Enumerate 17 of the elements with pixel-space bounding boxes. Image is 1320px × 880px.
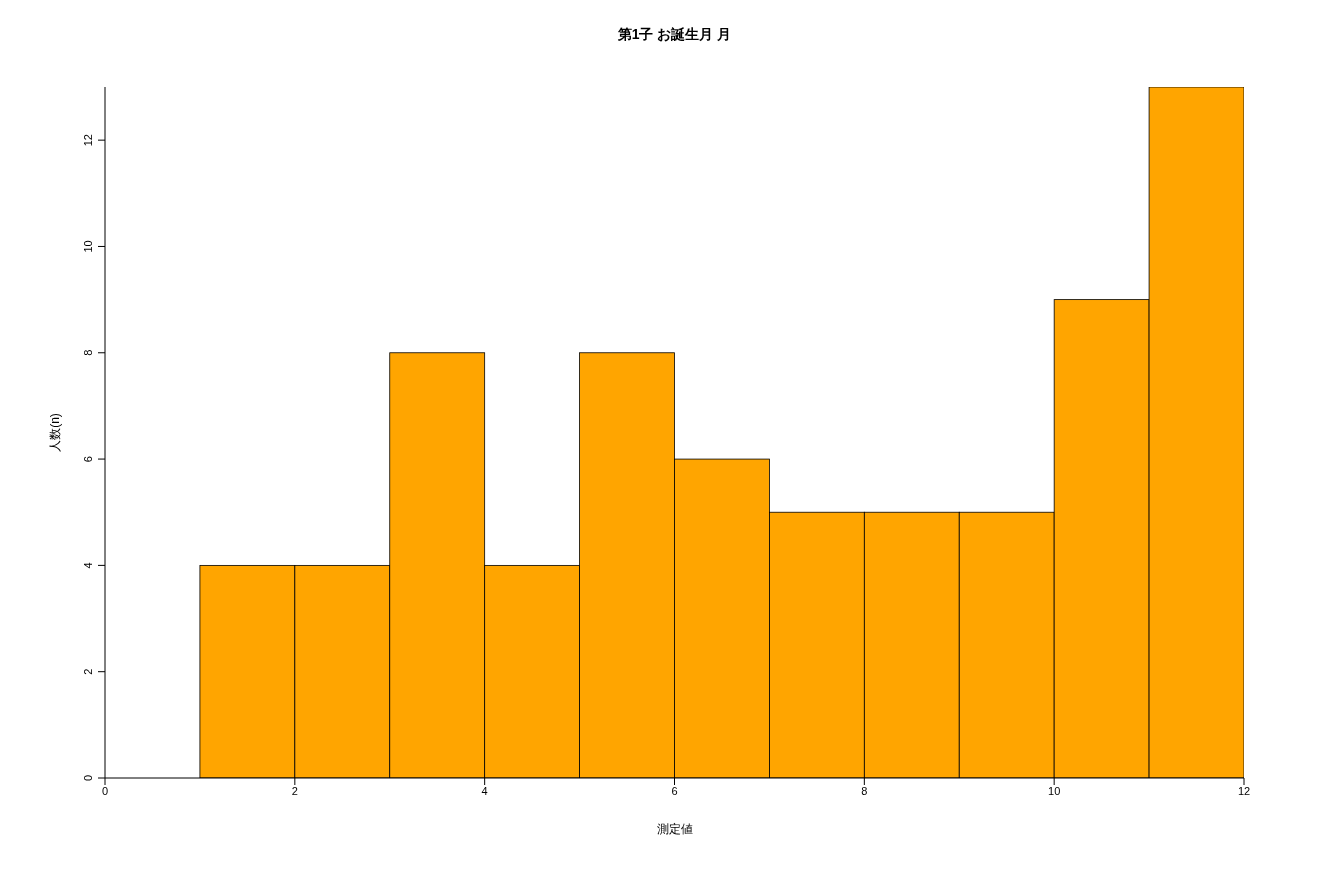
y-axis-title: 人数(n): [48, 413, 63, 452]
x-tick-label: 6: [671, 784, 678, 797]
y-tick-label: 4: [82, 562, 94, 569]
y-tick-label: 2: [82, 668, 94, 675]
x-tick-label: 2: [291, 784, 298, 797]
x-tick-label: 4: [481, 784, 488, 797]
y-tick-label: 10: [82, 240, 94, 253]
y-tick-label: 8: [82, 349, 94, 356]
chart-title: 第1子 お誕生月 月: [616, 26, 733, 44]
x-tick-label: 10: [1048, 784, 1061, 797]
y-tick-label: 12: [82, 134, 94, 147]
y-tick-label: 6: [82, 456, 94, 463]
x-tick-label: 8: [861, 784, 868, 797]
x-axis-title: 測定値: [656, 822, 693, 836]
x-tick-label: 0: [101, 784, 109, 797]
x-tick-label: 12: [1237, 784, 1251, 797]
y-tick-label: 0: [82, 774, 94, 782]
